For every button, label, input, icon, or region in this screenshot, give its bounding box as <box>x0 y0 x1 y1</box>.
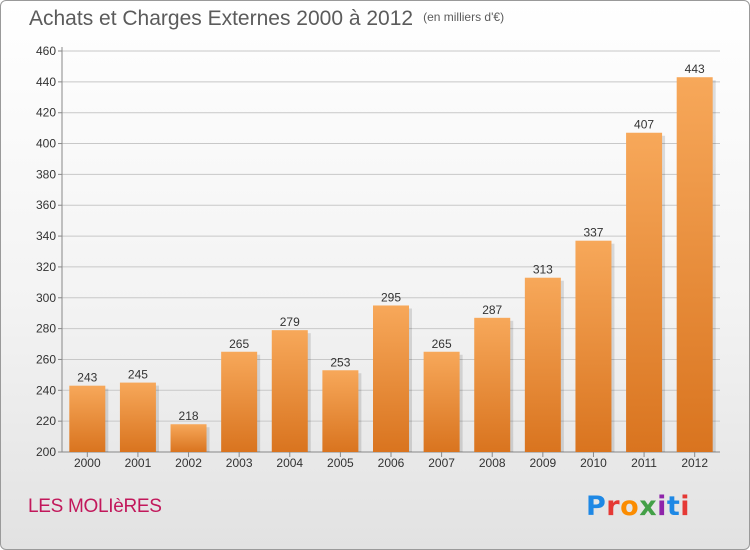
y-tick-label: 320 <box>36 260 56 274</box>
y-tick-label: 280 <box>36 322 56 336</box>
bar <box>271 330 308 452</box>
x-tick-label: 2008 <box>479 456 506 470</box>
y-tick-label: 360 <box>36 198 56 212</box>
data-label: 407 <box>634 118 654 132</box>
logo-letter: t <box>666 491 681 522</box>
x-tick-label: 2012 <box>681 456 708 470</box>
bar <box>423 351 460 452</box>
data-label: 313 <box>533 263 553 277</box>
data-label: 443 <box>685 62 705 76</box>
chart-subtitle: (en milliers d'€) <box>423 10 505 24</box>
x-tick-label: 2009 <box>529 456 556 470</box>
data-label: 279 <box>280 315 300 329</box>
x-tick-label: 2006 <box>378 456 405 470</box>
logo-letter: P <box>586 491 607 522</box>
y-tick-label: 260 <box>36 352 56 366</box>
x-tick-label: 2004 <box>276 456 303 470</box>
y-tick-label: 440 <box>36 75 56 89</box>
x-tick-label: 2005 <box>327 456 354 470</box>
bar <box>221 351 258 452</box>
chart-title-text: Achats et Charges Externes 2000 à 2012 <box>29 7 414 30</box>
chart-title: Achats et Charges Externes 2000 à 2012 (e… <box>29 7 504 31</box>
bar <box>524 277 561 452</box>
logo-letter: i <box>680 491 691 522</box>
bar <box>676 77 713 452</box>
labels: 200 220 240 260 280 300 320 340 360 380 400 420 440 4… <box>36 44 708 470</box>
x-tick-label: 2003 <box>226 456 253 470</box>
logo-letter: x <box>639 491 658 522</box>
logo-letter: o <box>620 491 640 522</box>
y-tick-label: 380 <box>36 167 56 181</box>
x-tick-label: 2002 <box>175 456 202 470</box>
commune-name: LES MOLIèRES <box>28 496 162 517</box>
data-label: 337 <box>583 226 603 240</box>
bar <box>373 305 409 452</box>
data-label: 295 <box>381 290 401 304</box>
data-label: 265 <box>229 337 249 351</box>
logo-letter: i <box>657 491 667 522</box>
bar <box>575 240 612 452</box>
y-tick-label: 420 <box>36 106 56 120</box>
y-tick-label: 400 <box>36 137 56 151</box>
y-tick-label: 340 <box>36 229 56 243</box>
data-label: 243 <box>77 371 97 385</box>
logo-letter: r <box>606 491 621 522</box>
x-tick-label: 2011 <box>631 456 657 470</box>
y-tick-label: 300 <box>36 291 56 305</box>
y-tick-label: 460 <box>36 44 56 58</box>
bar <box>69 385 106 452</box>
x-tick-label: 2010 <box>580 456 607 470</box>
data-label: 218 <box>179 409 199 423</box>
x-tick-label: 2007 <box>428 456 455 470</box>
bar <box>626 132 663 452</box>
x-tick-label: 2001 <box>125 456 152 470</box>
y-tick-label: 240 <box>36 383 56 397</box>
data-label: 265 <box>432 337 452 351</box>
bars <box>69 77 716 452</box>
bar <box>119 382 156 452</box>
bar <box>474 317 511 452</box>
data-label: 253 <box>330 355 350 369</box>
y-tick-label: 220 <box>36 414 56 428</box>
y-tick-label: 200 <box>36 445 56 459</box>
bar <box>322 370 359 452</box>
data-label: 287 <box>482 303 502 317</box>
proxiti-logo[interactable]: Proxiti <box>586 491 690 522</box>
data-label: 245 <box>128 368 148 382</box>
x-tick-label: 2000 <box>74 456 101 470</box>
bar <box>170 424 207 452</box>
